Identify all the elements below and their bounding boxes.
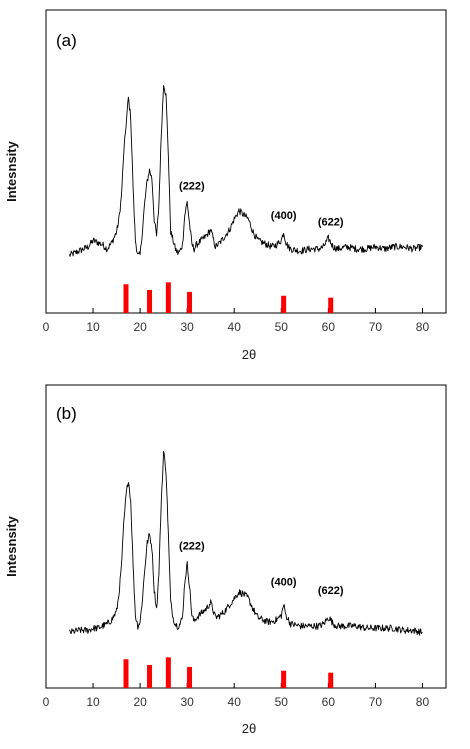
peak-annotation: (622) bbox=[318, 216, 344, 228]
x-tick-label: 50 bbox=[275, 320, 289, 334]
plot-frame bbox=[45, 384, 447, 689]
xrd-trace bbox=[69, 450, 423, 636]
panel-label: (a) bbox=[56, 31, 77, 50]
y-axis-label: Intesnsity bbox=[4, 140, 19, 201]
x-tick-label: 30 bbox=[180, 320, 194, 334]
x-tick-label: 60 bbox=[322, 320, 336, 334]
x-tick-label: 0 bbox=[43, 695, 50, 709]
chart-panel-a: 0 10 20 30 40 50 60 70 80 2θ Intesnsity (a) (222) (40… bbox=[4, 9, 447, 362]
peak-annotation: (222) bbox=[179, 180, 205, 192]
x-tick-label: 70 bbox=[369, 695, 383, 709]
chart-panel-b: 0 10 20 30 40 50 60 70 80 2θ Intesnsity (b) (222) (40… bbox=[4, 384, 447, 736]
x-tick-label: 40 bbox=[228, 695, 242, 709]
reference-peak-bar bbox=[187, 291, 193, 313]
reference-peak-bar bbox=[281, 295, 287, 313]
y-axis-label: Intesnsity bbox=[4, 515, 19, 576]
reference-peak-bar bbox=[147, 664, 153, 688]
x-tick-label: 30 bbox=[180, 695, 194, 709]
x-tick-label: 60 bbox=[322, 695, 336, 709]
peak-annotation: (222) bbox=[179, 540, 205, 552]
x-tick-label: 70 bbox=[369, 320, 383, 334]
x-tick-label: 10 bbox=[86, 320, 100, 334]
reference-peak-bar bbox=[123, 284, 129, 313]
x-tick-label: 40 bbox=[228, 320, 242, 334]
peak-annotation: (400) bbox=[271, 210, 297, 222]
x-tick-label: 10 bbox=[86, 695, 100, 709]
reference-peak-bar bbox=[328, 297, 334, 313]
peak-annotation: (400) bbox=[271, 577, 297, 589]
reference-peak-bar bbox=[165, 657, 171, 688]
x-tick-label: 50 bbox=[275, 695, 289, 709]
reference-peak-bar bbox=[147, 289, 153, 313]
reference-peak-bar bbox=[328, 672, 334, 688]
x-tick-label: 80 bbox=[416, 695, 430, 709]
reference-peak-bar bbox=[165, 282, 171, 313]
reference-peak-bar bbox=[187, 666, 193, 688]
reference-peak-bar bbox=[123, 659, 129, 688]
panel-label: (b) bbox=[56, 404, 77, 423]
x-tick-label: 20 bbox=[133, 695, 147, 709]
x-axis-label: 2θ bbox=[242, 721, 256, 736]
x-tick-label: 80 bbox=[416, 320, 430, 334]
x-tick-label: 0 bbox=[43, 320, 50, 334]
reference-peak-bar bbox=[281, 670, 287, 688]
plot-frame bbox=[45, 9, 447, 314]
peak-annotation: (622) bbox=[318, 585, 344, 597]
x-tick-label: 20 bbox=[133, 320, 147, 334]
x-axis-label: 2θ bbox=[242, 347, 256, 362]
xrd-trace bbox=[69, 85, 423, 257]
